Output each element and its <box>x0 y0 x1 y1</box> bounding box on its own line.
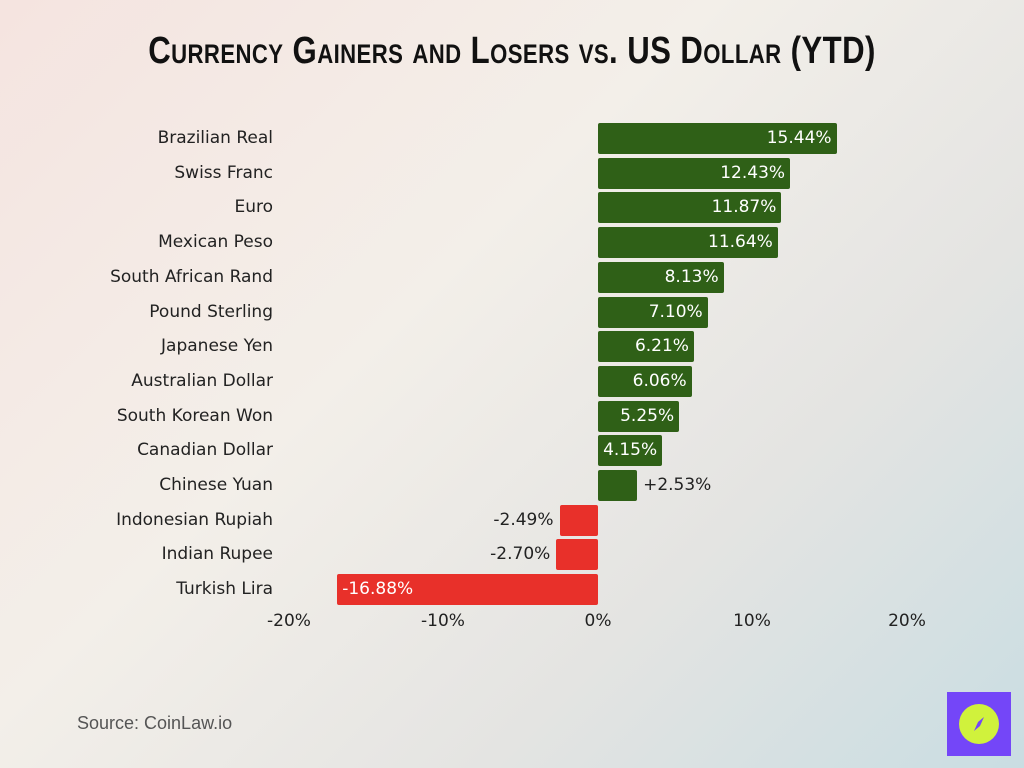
bar-row: Swiss Franc 12.43% <box>0 157 1024 189</box>
bar-positive <box>598 365 692 397</box>
category-label: South African Rand <box>110 266 273 287</box>
bar-negative <box>556 539 598 571</box>
bar-row: Pound Sterling 7.10% <box>0 296 1024 328</box>
bar-positive <box>598 296 708 328</box>
value-label: -2.70% <box>490 544 551 565</box>
bar-positive <box>598 157 791 189</box>
source-note: Source: CoinLaw.io <box>77 713 233 733</box>
x-tick-label: 20% <box>888 611 926 631</box>
category-label: Japanese Yen <box>161 336 273 357</box>
category-label: Mexican Peso <box>158 232 273 253</box>
x-tick-label: 10% <box>733 611 771 631</box>
value-label: -16.88% <box>342 579 414 600</box>
category-label: Pound Sterling <box>149 301 273 322</box>
category-label: Indonesian Rupiah <box>116 509 273 530</box>
x-tick-label: -20% <box>267 611 311 631</box>
value-label: -2.49% <box>493 509 554 530</box>
bar-positive <box>598 192 782 224</box>
value-label: 8.13% <box>664 266 719 287</box>
category-label: Brazilian Real <box>157 128 273 148</box>
bar-positive <box>598 261 724 293</box>
x-tick-label: -10% <box>421 611 465 631</box>
bar-row: Indonesian Rupiah -2.49% <box>0 504 1024 536</box>
chart-title: Currency Gainers and Losers vs. US Dolla… <box>148 30 876 72</box>
category-label: Euro <box>234 197 273 218</box>
bar-row: Turkish Lira -16.88% <box>0 574 1024 606</box>
category-label: Chinese Yuan <box>159 475 273 495</box>
category-label: South Korean Won <box>116 405 273 426</box>
value-label: +2.53% <box>643 475 712 495</box>
bar-row: Euro 11.87% <box>0 192 1024 224</box>
x-tick-label: 0% <box>584 611 612 631</box>
value-label: 11.64% <box>708 232 773 253</box>
category-label: Swiss Franc <box>174 162 273 183</box>
bar-row: Australian Dollar 6.06% <box>0 365 1024 397</box>
bar-row: Mexican Peso 11.64% <box>0 227 1024 259</box>
bar-row: South Korean Won 5.25% <box>0 400 1024 432</box>
category-label: Australian Dollar <box>131 370 273 391</box>
bar-negative <box>337 574 598 606</box>
bar-positive <box>598 227 778 259</box>
bar-row: Brazilian Real 15.44% <box>0 123 1024 154</box>
value-label: 6.21% <box>634 336 689 357</box>
bar-positive <box>598 435 663 467</box>
value-label: 7.10% <box>648 301 703 322</box>
bar-positive <box>598 331 694 363</box>
bar-positive <box>598 123 837 154</box>
value-label: 5.25% <box>620 405 675 426</box>
value-label: 11.87% <box>711 197 777 218</box>
value-label: 15.44% <box>766 128 832 148</box>
compass-icon <box>959 704 999 744</box>
bar-row: Chinese Yuan +2.53% <box>0 470 1024 501</box>
value-label: 6.06% <box>632 370 687 391</box>
brand-logo <box>947 692 1011 756</box>
bar-negative <box>559 504 598 536</box>
category-label: Indian Rupee <box>161 544 273 565</box>
bar-row: Canadian Dollar 4.15% <box>0 435 1024 467</box>
bar-row: Japanese Yen 6.21% <box>0 331 1024 363</box>
value-label: 4.15% <box>603 440 658 461</box>
bar-positive <box>598 400 680 432</box>
category-label: Turkish Lira <box>176 579 273 600</box>
value-label: 12.43% <box>720 162 786 183</box>
category-label: Canadian Dollar <box>137 440 273 461</box>
bar-row: South African Rand 8.13% <box>0 261 1024 293</box>
bar-row: Indian Rupee -2.70% <box>0 539 1024 571</box>
bar-positive <box>598 470 638 501</box>
